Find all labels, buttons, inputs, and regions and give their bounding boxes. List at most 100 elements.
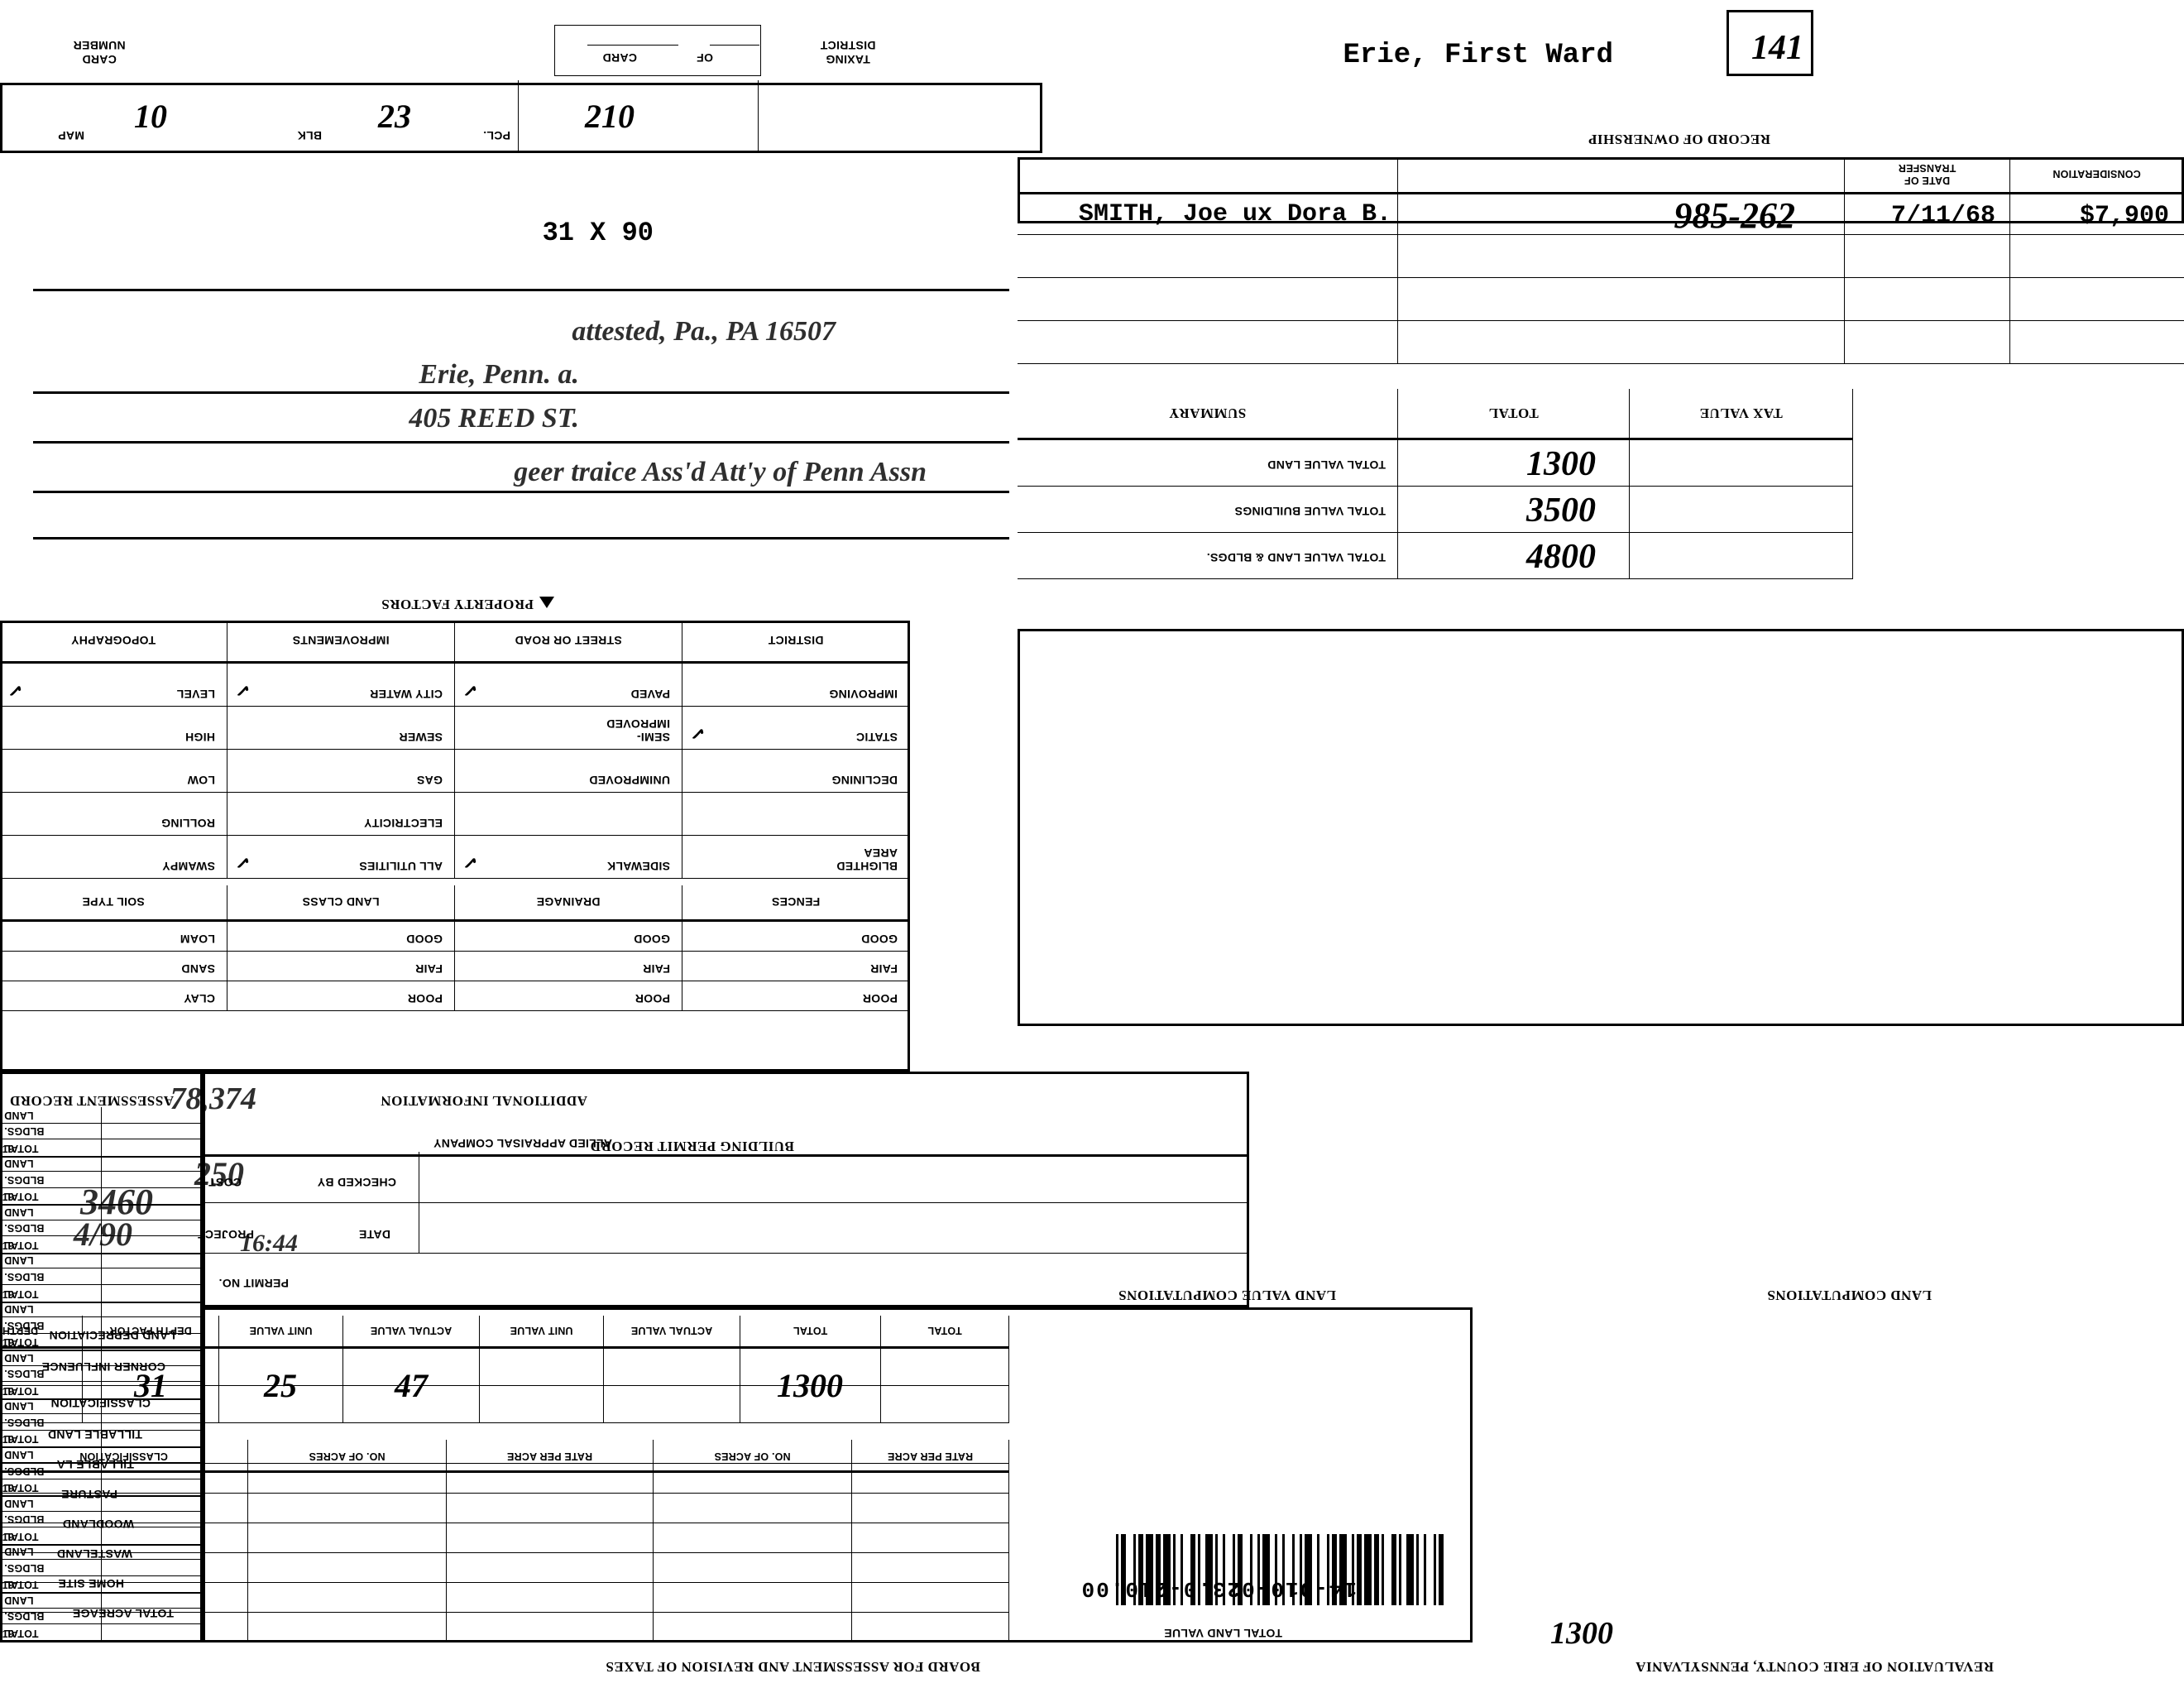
- ownership-date: 7/11/68: [1890, 202, 1995, 230]
- pf-cell-label: DECLINING: [831, 774, 898, 787]
- summary-value: 1300: [1526, 445, 1596, 483]
- total-land-value-label: TOTAL LAND VALUE: [1164, 1627, 1282, 1640]
- summary-cell: [1630, 487, 1853, 533]
- pf-cell: SWAMPY: [0, 836, 228, 879]
- summary-row-label: TOTAL VALUE BUILDINGS: [1234, 505, 1386, 518]
- pf-quality-label: POOR: [407, 992, 443, 1005]
- pf-cell: [455, 793, 682, 836]
- parcel-id-text: 14-010-023.0-210.00: [1080, 1576, 1357, 1601]
- assessment-year-label: 19: [2, 1240, 14, 1252]
- pf-grid: DISTRICT STREET OR ROAD IMPROVEMENTS TOPOGR…: [0, 621, 910, 1072]
- lvc-cell-0: [881, 1349, 1009, 1423]
- address-handwriting-0: geer traice Ass'd Att'y of Penn Assn: [514, 457, 927, 487]
- lc-row-sep-2: [0, 1582, 1009, 1583]
- pf-cell: [682, 793, 910, 836]
- woodland-label: WOODLAND: [62, 1518, 134, 1531]
- pf-quality-label: POOR: [635, 992, 670, 1005]
- pf-quality-label: GOOD: [861, 933, 898, 946]
- pf-cell: LEVEL ✓: [0, 664, 228, 707]
- lvc-cell-4: 47: [343, 1349, 480, 1423]
- summary-row-label: TOTAL VALUE LAND & BLDGS.: [1206, 551, 1386, 564]
- ownership-col-sep-0: [2009, 157, 2010, 364]
- assessment-year-label: 19: [2, 1288, 14, 1301]
- pf-quality-label: FAIR: [642, 962, 670, 976]
- permit-col-permit-no: PERMIT NO.: [218, 1277, 289, 1290]
- pf-cell: SEMI- IMPROVED: [455, 707, 682, 750]
- permit-col-checked-by: CHECKED BY: [317, 1176, 396, 1189]
- pf-cell-label: HIGH: [184, 731, 215, 744]
- ownership-col-sep-2: [1397, 157, 1398, 364]
- corner-influence-label: CORNER INFLUENCE: [41, 1360, 165, 1374]
- additional-info-title: ADDITIONAL INFORMATION: [380, 1093, 587, 1109]
- ownership-owner-name: SMITH, Joe ux Dora B.: [1078, 200, 1391, 228]
- ownership-header-3: [1018, 157, 1398, 190]
- assessment-row-label: TOTAL: [4, 1142, 39, 1154]
- address-line: c/o Hall Lomas et Nettleton: [0, 520, 1042, 561]
- pf-header-3: TOPOGRAPHY: [0, 621, 228, 664]
- card-of-label: OF: [696, 51, 713, 65]
- assessment-row-label: LAND: [4, 1303, 34, 1316]
- assessment-handwriting-2: 3460: [80, 1182, 153, 1222]
- pf-quality-cell: GOOD: [682, 922, 910, 952]
- ownership-grid: CONSIDERATION DATE OF TRANSFER $7,900 7/11/…: [1018, 157, 2184, 364]
- card-of-box: [554, 25, 761, 76]
- assessment-record-title: ASSESSMENT RECORD: [9, 1093, 174, 1109]
- pf-cell-label: SWAMPY: [161, 860, 215, 873]
- ownership-header-2: [1398, 157, 1845, 190]
- pf-quality-cell: GOOD: [228, 922, 455, 952]
- pf-cell-label: SIDEWALK: [606, 860, 670, 873]
- pf-cell: ALL UTILITIES ✓: [228, 836, 455, 879]
- pf-quality-cell: FAIR: [228, 952, 455, 981]
- lvc-header-0: TOTAL: [881, 1316, 1009, 1349]
- address-line: P. O. Box 1328 Houston, T. 77001: [0, 571, 1042, 612]
- pf-cell-label: LEVEL: [176, 688, 215, 701]
- pf-cell: IMPROVING: [682, 664, 910, 707]
- pf-quality-cell: FAIR: [455, 952, 682, 981]
- pf-quality-label: POOR: [862, 992, 898, 1005]
- pf-cell-label: SEWER: [399, 731, 443, 744]
- summary-cell: TOTAL VALUE LAND: [1018, 440, 1398, 487]
- pcl-value: 210: [585, 98, 635, 135]
- ownership-row-sep-3: [1018, 234, 2184, 235]
- lvc-header-1: TOTAL: [740, 1316, 881, 1349]
- lvc-row-divider: [0, 1385, 1009, 1386]
- summary-cell: 4800: [1398, 533, 1630, 579]
- pf-cell: BLIGHTED AREA: [682, 836, 910, 879]
- address-strikethrough: [33, 491, 1009, 493]
- assessment-col-divider: [101, 1107, 102, 1156]
- summary-ownership-panel: [1018, 629, 2184, 1026]
- address-strikethrough: [33, 537, 1009, 539]
- pf-quality-label: SAND: [181, 962, 215, 976]
- pf-cell-label: IMPROVING: [829, 688, 898, 701]
- pf-quality-cell: CLAY: [0, 981, 228, 1011]
- header-right-text: REVALUATION OF ERIE COUNTY, PENNSYLVANIA: [1635, 1659, 1994, 1675]
- blk-value: 23: [378, 98, 411, 135]
- pf-quality-header-3: SOIL TYPE: [0, 885, 228, 922]
- pf-cell-label: PAVED: [630, 688, 670, 701]
- building-permit-panel: PROJECT COST PERMIT NO. CHECKED BY DATE: [198, 1152, 1249, 1307]
- pf-header-0: DISTRICT: [682, 621, 910, 664]
- address-line: TICOR Box 336 Greensburg, PA 15601: [0, 271, 1042, 313]
- ownership-header-rule: [1018, 192, 2184, 194]
- summary-cell: 3500: [1398, 487, 1630, 533]
- pf-quality-cell: POOR: [455, 981, 682, 1011]
- pf-cell: ROLLING: [0, 793, 228, 836]
- lvc-header-5: UNIT VALUE: [219, 1316, 343, 1349]
- pf-cell-label: GAS: [416, 774, 443, 787]
- map-blk-pcl-row: MAP 10 BLK 23 PCL. 210: [0, 80, 1042, 153]
- top-header-strip: BOARD FOR ASSESSMENT AND REVISION OF TAX…: [0, 1645, 2184, 1681]
- pf-quality-cell: POOR: [682, 981, 910, 1011]
- pf-cell-label: SEMI- IMPROVED: [606, 717, 670, 744]
- ownership-consideration: $7,900: [2079, 202, 2169, 230]
- lc-header-rule: [0, 1470, 1009, 1473]
- lc-row-sep-3: [0, 1552, 1009, 1553]
- pf-quality-cell: LOAM: [0, 922, 228, 952]
- appraisal-company-name: ALLIED APPRAISAL COMPANY: [433, 1137, 612, 1150]
- tillable-land-label: TILLABLE LAND: [47, 1428, 142, 1441]
- pf-quality-cell: SAND: [0, 952, 228, 981]
- pf-checkmark-icon: ✓: [689, 722, 708, 746]
- pf-quality-cell: FAIR: [682, 952, 910, 981]
- pf-cell: ELECTRICITY: [228, 793, 455, 836]
- header-left-text: BOARD FOR ASSESSMENT AND REVISION OF TAX…: [605, 1659, 980, 1675]
- assessment-year-label: 19: [2, 1192, 14, 1204]
